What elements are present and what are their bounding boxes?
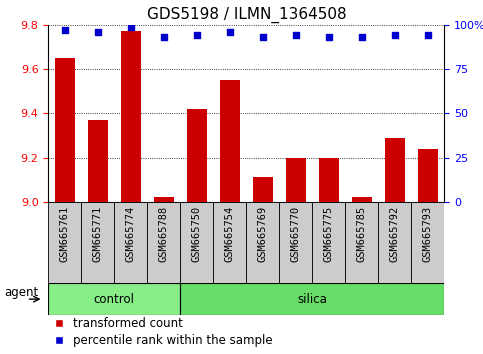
Text: GSM665761: GSM665761 bbox=[60, 206, 70, 262]
Bar bbox=[385, 138, 405, 202]
Legend: transformed count, percentile rank within the sample: transformed count, percentile rank withi… bbox=[54, 318, 273, 347]
Bar bbox=[81, 202, 114, 287]
Bar bbox=[313, 202, 345, 287]
Bar bbox=[345, 202, 378, 287]
Bar bbox=[121, 32, 141, 202]
Bar bbox=[55, 58, 75, 202]
Text: GSM665792: GSM665792 bbox=[390, 206, 400, 262]
Text: GSM665771: GSM665771 bbox=[93, 206, 103, 262]
Bar bbox=[319, 158, 339, 202]
Bar bbox=[220, 80, 240, 202]
Bar bbox=[378, 202, 412, 287]
Bar bbox=[187, 109, 207, 202]
Text: GSM665750: GSM665750 bbox=[192, 206, 202, 262]
Point bbox=[292, 33, 300, 38]
Point bbox=[259, 34, 267, 40]
Bar bbox=[180, 283, 444, 315]
Bar bbox=[180, 202, 213, 287]
Bar bbox=[48, 202, 81, 287]
Text: GSM665769: GSM665769 bbox=[258, 206, 268, 262]
Point bbox=[391, 33, 399, 38]
Point bbox=[160, 34, 168, 40]
Point bbox=[61, 27, 69, 33]
Text: GSM665754: GSM665754 bbox=[225, 206, 235, 262]
Bar bbox=[213, 202, 246, 287]
Point bbox=[193, 33, 201, 38]
Text: GSM665788: GSM665788 bbox=[159, 206, 169, 262]
Bar bbox=[253, 177, 273, 202]
Bar bbox=[352, 197, 372, 202]
Point bbox=[424, 33, 432, 38]
Point bbox=[226, 29, 234, 35]
Bar bbox=[246, 202, 279, 287]
Bar bbox=[114, 202, 147, 287]
Text: control: control bbox=[94, 293, 135, 306]
Text: GSM665793: GSM665793 bbox=[423, 206, 433, 262]
Text: agent: agent bbox=[4, 286, 38, 299]
Point bbox=[358, 34, 366, 40]
Bar bbox=[88, 120, 108, 202]
Text: GSM665775: GSM665775 bbox=[324, 206, 334, 262]
Text: silica: silica bbox=[298, 293, 327, 306]
Bar bbox=[418, 149, 438, 202]
Point bbox=[94, 29, 102, 35]
Bar bbox=[279, 202, 313, 287]
Bar bbox=[48, 283, 180, 315]
Bar bbox=[154, 197, 174, 202]
Title: GDS5198 / ILMN_1364508: GDS5198 / ILMN_1364508 bbox=[146, 7, 346, 23]
Text: GSM665785: GSM665785 bbox=[357, 206, 367, 262]
Text: GSM665770: GSM665770 bbox=[291, 206, 301, 262]
Bar bbox=[412, 202, 444, 287]
Point bbox=[127, 24, 135, 29]
Point bbox=[325, 34, 333, 40]
Bar bbox=[147, 202, 180, 287]
Bar bbox=[286, 158, 306, 202]
Text: GSM665774: GSM665774 bbox=[126, 206, 136, 262]
